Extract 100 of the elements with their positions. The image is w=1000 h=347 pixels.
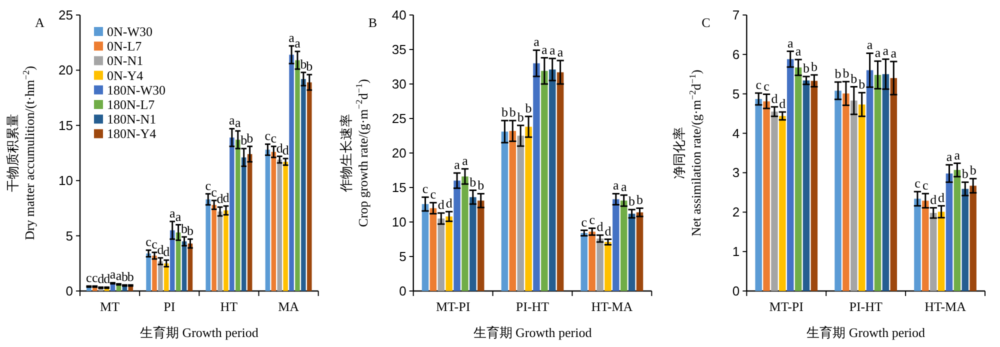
y-tick-label: 5 (66, 228, 73, 244)
bar (962, 188, 969, 291)
bar (612, 199, 620, 291)
x-tick-label: MT-PI (436, 299, 470, 314)
data-label: c (914, 176, 921, 191)
data-label: d (938, 190, 946, 205)
bar (596, 238, 604, 291)
x-tick-label: MT (100, 299, 120, 314)
bar (477, 200, 484, 291)
bar (146, 253, 151, 291)
data-label: a (175, 208, 182, 224)
x-tick-label: PI-HT (516, 299, 550, 314)
bar (556, 72, 564, 291)
data-label: c (270, 130, 277, 146)
data-label: b (509, 104, 516, 120)
bar (164, 263, 169, 291)
chart-title: B (368, 15, 378, 30)
bar (882, 74, 890, 291)
data-label: b (246, 130, 254, 146)
data-label: b (628, 194, 636, 209)
legend-label: 180N-Y4 (107, 126, 157, 142)
y-tick-label: 10 (58, 173, 73, 188)
data-label: a (534, 34, 540, 50)
bar (588, 232, 596, 291)
data-label: a (866, 37, 873, 52)
data-label: c (581, 214, 588, 230)
legend-label: 0N-L7 (107, 38, 142, 54)
data-label: c (422, 181, 428, 196)
bar (763, 101, 770, 291)
data-label: a (787, 35, 794, 50)
y-tick-label: 5 (732, 86, 740, 102)
legend-label: 180N-W30 (107, 82, 166, 98)
bar (438, 218, 445, 291)
y-tick-label: 15 (392, 180, 406, 195)
legend-label: 0N-N1 (107, 53, 144, 68)
y-tick-label: 10 (392, 214, 406, 230)
bar (858, 104, 866, 291)
data-label: b (970, 162, 976, 178)
bar (241, 157, 246, 291)
data-label: b (306, 58, 313, 74)
y-tick-label: 6 (732, 46, 740, 62)
bar (771, 112, 778, 291)
data-label: b (810, 58, 818, 74)
data-label: a (229, 112, 236, 128)
legend-label: 0N-W30 (107, 24, 152, 39)
data-label: c (264, 128, 271, 144)
x-axis-title: 生育期 Growth period (806, 325, 926, 340)
bar (946, 174, 953, 291)
bar (866, 70, 874, 291)
data-label: c (92, 270, 98, 286)
x-axis-title: 生育期 Growth period (140, 325, 259, 340)
data-label: c (430, 186, 436, 202)
data-label: d (596, 219, 604, 234)
data-label: a (110, 266, 116, 282)
data-label: c (205, 178, 212, 193)
bar (914, 198, 921, 291)
data-label: b (517, 109, 524, 124)
data-label: d (604, 223, 612, 238)
chart-title: C (702, 15, 710, 30)
bar (236, 140, 240, 291)
data-label: a (946, 148, 952, 164)
data-label: a (542, 42, 548, 57)
data-label: a (454, 157, 460, 172)
data-label: a (116, 268, 122, 283)
data-label: a (169, 205, 176, 220)
data-label: a (288, 30, 295, 45)
bar (470, 197, 476, 291)
y-tick-label: 3 (732, 165, 740, 180)
bar (541, 70, 548, 291)
data-label: a (954, 147, 960, 162)
bar (247, 154, 252, 291)
data-label: a (462, 152, 468, 168)
data-label: d (282, 142, 290, 158)
y-tick-label: 20 (392, 146, 406, 160)
data-label: b (478, 178, 484, 193)
y-tick-label: 15 (58, 118, 73, 133)
bar (271, 152, 276, 291)
bar (604, 242, 612, 291)
y-tick-label: 20 (58, 62, 73, 78)
data-label: a (613, 178, 620, 193)
bar (307, 82, 312, 291)
bar (779, 116, 786, 291)
bar (525, 126, 532, 291)
x-tick-label: HT-MA (591, 299, 634, 314)
y-tick-label: 40 (392, 8, 406, 22)
data-label: b (842, 66, 850, 81)
data-label: a (557, 44, 564, 60)
bar (930, 212, 937, 291)
legend-label: 0N-Y4 (107, 68, 144, 83)
legend-label: 180N-N1 (107, 112, 156, 127)
x-tick-label: PI-HT (849, 299, 882, 314)
bar (802, 80, 810, 291)
bar (834, 90, 842, 291)
data-label: d (438, 197, 445, 212)
data-label: b (962, 166, 968, 182)
data-label: a (549, 42, 556, 58)
data-label: c (146, 234, 152, 250)
data-label: b (834, 66, 842, 82)
bar (295, 60, 300, 291)
bar (810, 80, 818, 291)
